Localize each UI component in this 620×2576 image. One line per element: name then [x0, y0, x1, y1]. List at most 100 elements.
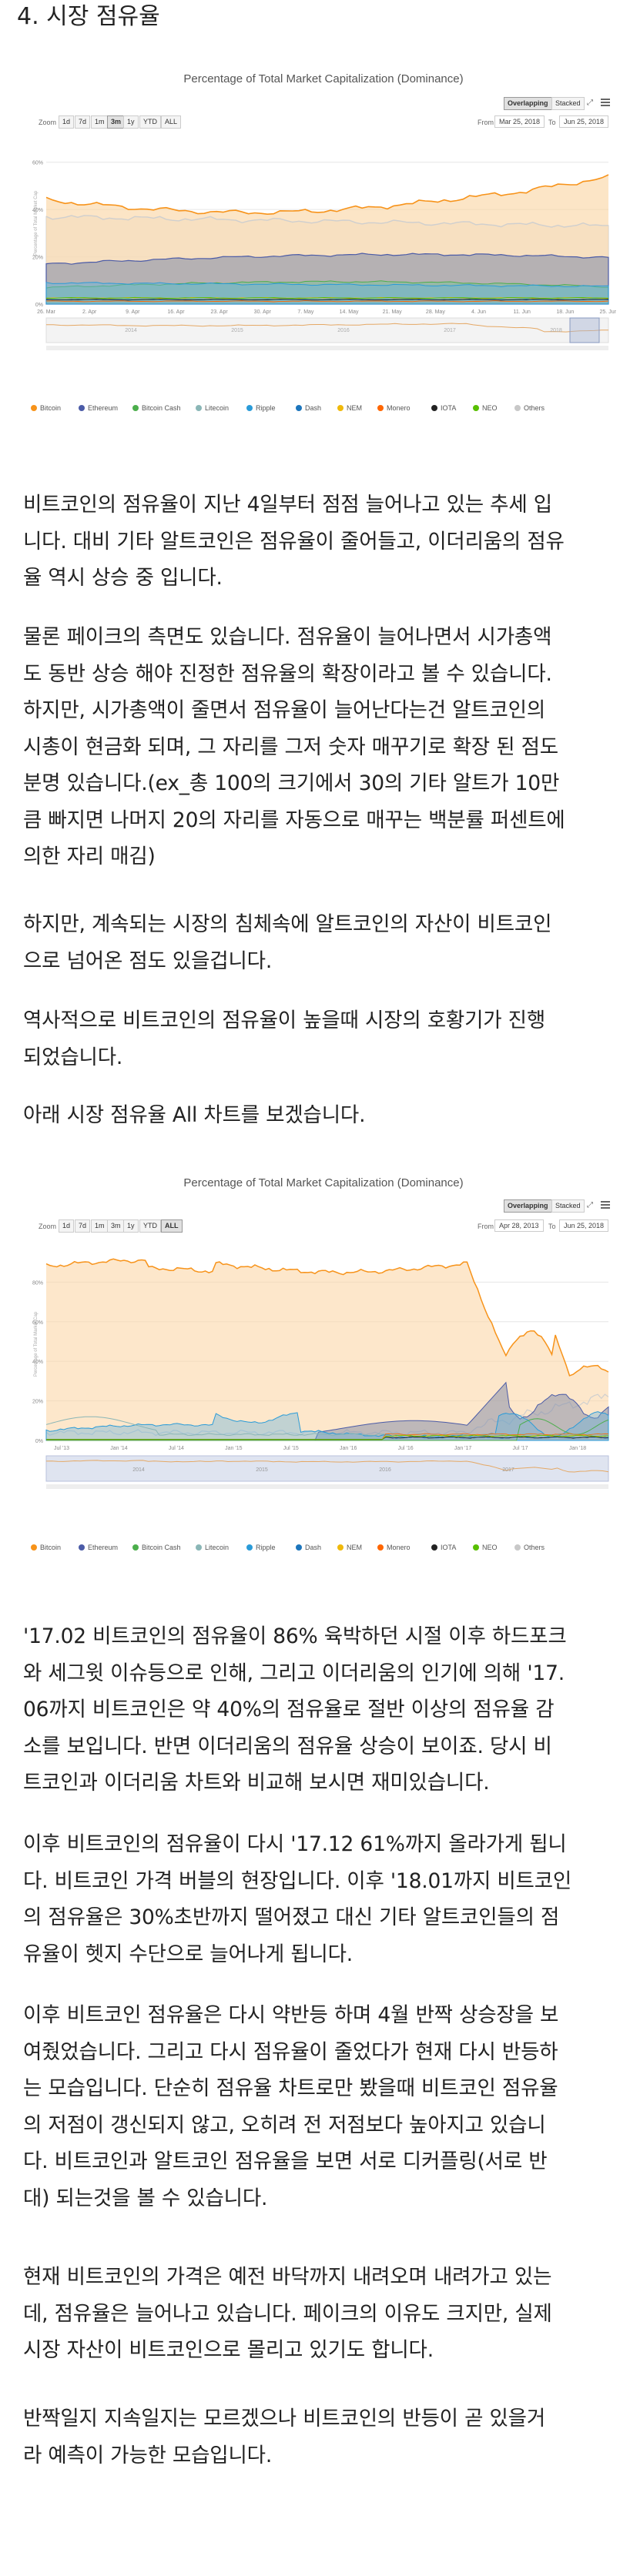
expand-icon[interactable]: ⤢	[587, 1201, 593, 1209]
zoom-button-3m[interactable]: 3m	[107, 115, 126, 129]
legend-dot-icon	[337, 1544, 344, 1551]
paragraph-9: 현재 비트코인의 가격은 예전 바닥까지 내려오며 내려가고 있는 데, 점유율은…	[23, 2259, 608, 2369]
chart-legend: Bitcoin Ethereum Bitcoin Cash Litecoin Rippl…	[31, 1542, 601, 1556]
paragraph-line: 분명 있습니다.(ex_총 100의 크기에서 30의 기타 알트가 10만	[23, 771, 560, 795]
zoom-button-1y[interactable]: 1y	[123, 115, 139, 129]
navigator-tick-label: 2014	[132, 1467, 145, 1473]
paragraph-5: 아래 시장 점유율 All 차트를 보겠습니다.	[23, 1097, 608, 1134]
zoom-button-3m[interactable]: 3m	[107, 1219, 125, 1233]
to-date-input[interactable]: Jun 25, 2018	[559, 1219, 609, 1232]
navigator-series-line	[46, 323, 608, 333]
paragraph-line: 다. 비트코인과 알트코인 점유율을 보면 서로 디커플링(서로 반	[23, 2149, 548, 2173]
legend-item[interactable]: Others	[514, 1544, 545, 1551]
series-minor-line	[45, 300, 609, 303]
legend-label: Litecoin	[205, 1544, 230, 1551]
overlapping-button[interactable]: Overlapping	[504, 1199, 552, 1213]
zoom-button-7d[interactable]: 7d	[75, 1219, 91, 1233]
zoom-button-ytd[interactable]: YTD	[139, 115, 161, 129]
from-label: From	[478, 119, 494, 126]
legend-item[interactable]: Dash	[296, 1544, 321, 1551]
legend-item[interactable]: Monero	[377, 404, 411, 412]
y-tick-label: 80%	[32, 1280, 43, 1286]
paragraph-line: 으로 넘어온 점도 있을겁니다.	[23, 948, 273, 973]
paragraph-line: 반짝일지 지속일지는 모르겠으나 비트코인의 반등이 곧 있을거	[23, 2407, 546, 2430]
legend-label: Bitcoin	[40, 1544, 62, 1551]
legend-item[interactable]: Monero	[377, 1544, 411, 1551]
legend-dot-icon	[431, 1544, 437, 1551]
paragraph-1: 비트코인의 점유율이 지난 4일부터 점점 늘어나고 있는 추세 입 니다. 대비…	[23, 487, 608, 597]
stacked-button[interactable]: Stacked	[551, 97, 585, 110]
legend-label: Bitcoin Cash	[142, 404, 181, 412]
paragraph-line: 유율이 헷지 수단으로 늘어나게 됩니다.	[23, 1942, 353, 1966]
from-date-input[interactable]: Mar 25, 2018	[494, 115, 545, 128]
dominance-chart-all: Percentage of Total Market Capitalizatio…	[31, 1163, 616, 1555]
dominance-plot-area[interactable]: 80% 60% 40% 20% 0% Percentage of Total Market…	[31, 1236, 616, 1529]
paragraph-line: 소를 보입니다. 반면 이더리움의 점유율 상승이 보이죠. 당시 비	[23, 1734, 552, 1758]
legend-label: NEO	[482, 404, 498, 412]
zoom-button-1y[interactable]: 1y	[123, 1219, 139, 1233]
zoom-button-all[interactable]: ALL	[161, 115, 182, 129]
legend-item[interactable]: Dash	[296, 404, 321, 412]
zoom-button-1m[interactable]: 1m	[91, 1219, 109, 1233]
legend-item[interactable]: Bitcoin	[31, 404, 61, 412]
x-tick-label: Jul '13	[54, 1446, 69, 1451]
legend-item[interactable]: NEO	[473, 404, 498, 412]
legend-dot-icon	[514, 405, 521, 411]
zoom-button-ytd[interactable]: YTD	[139, 1219, 161, 1233]
legend-item[interactable]: Ethereum	[79, 1544, 118, 1551]
legend-item[interactable]: Bitcoin Cash	[132, 1544, 181, 1551]
legend-dot-icon	[246, 1544, 253, 1551]
stacked-button[interactable]: Stacked	[551, 1199, 585, 1213]
from-date-input[interactable]: Apr 28, 2013	[494, 1219, 544, 1232]
x-tick-label: Jul '15	[283, 1446, 299, 1451]
x-tick-label: 16. Apr	[167, 309, 185, 315]
hamburger-menu-icon[interactable]	[601, 99, 610, 106]
legend-dot-icon	[132, 1544, 139, 1551]
legend-item[interactable]: NEO	[473, 1544, 498, 1551]
dominance-plot-area[interactable]: 60% 40% 20% 0% Percentage of Total Market Ca…	[31, 131, 616, 431]
legend-item[interactable]: Bitcoin	[31, 1544, 61, 1551]
legend-item[interactable]: NEM	[337, 1544, 362, 1551]
x-tick-label: Jul '14	[169, 1446, 184, 1451]
x-tick-label: 21. May	[383, 309, 402, 315]
legend-item[interactable]: IOTA	[431, 404, 456, 412]
navigator-tick-label: 2014	[125, 328, 137, 333]
legend-label: IOTA	[441, 404, 457, 412]
zoom-button-all[interactable]: ALL	[161, 1219, 183, 1233]
legend-item[interactable]: NEM	[337, 404, 362, 412]
legend-item[interactable]: Bitcoin Cash	[132, 404, 181, 412]
legend-item[interactable]: Ripple	[246, 404, 276, 412]
paragraph-line: 이후 비트코인의 점유율이 다시 '17.12 61%까지 올라가게 됩니	[23, 1832, 567, 1856]
legend-item[interactable]: Litecoin	[196, 1544, 229, 1551]
to-label: To	[548, 119, 556, 126]
legend-item[interactable]: Ripple	[246, 1544, 276, 1551]
to-date-input[interactable]: Jun 25, 2018	[559, 115, 609, 128]
chart-legend: Bitcoin Ethereum Bitcoin Cash Litecoin Rippl…	[31, 403, 601, 417]
x-tick-label: 26. Mar	[37, 309, 55, 315]
legend-item[interactable]: Ethereum	[79, 404, 118, 412]
expand-icon[interactable]: ⤢	[587, 99, 593, 107]
hamburger-menu-icon[interactable]	[601, 1201, 610, 1209]
paragraph-4: 역사적으로 비트코인의 점유율이 높을때 시장의 호황기가 진행 되었습니다.	[23, 1002, 608, 1076]
series-litecoin-line	[45, 1416, 609, 1437]
navigator-track	[45, 317, 609, 343]
legend-dot-icon	[473, 405, 479, 411]
paragraph-line: 이후 비트코인 점유율은 다시 약반등 하며 4월 반짝 상승장을 보	[23, 2003, 559, 2027]
overlapping-button[interactable]: Overlapping	[504, 97, 552, 110]
legend-label: NEM	[347, 404, 362, 412]
y-tick-label: 40%	[32, 208, 43, 213]
legend-item[interactable]: Litecoin	[196, 404, 229, 412]
legend-item[interactable]: Others	[514, 404, 545, 412]
zoom-button-1m[interactable]: 1m	[91, 115, 109, 129]
legend-dot-icon	[473, 1544, 479, 1551]
zoom-button-1d[interactable]: 1d	[59, 115, 75, 129]
paragraph-line: 하지만, 계속되는 시장의 침체속에 알트코인의 자산이 비트코인	[23, 912, 552, 936]
paragraph-line: 하지만, 시가총액이 줄면서 점유율이 늘어난다는건 알트코인의	[23, 698, 546, 722]
legend-item[interactable]: IOTA	[431, 1544, 456, 1551]
navigator-scrollbar	[46, 346, 608, 350]
zoom-button-7d[interactable]: 7d	[75, 115, 91, 129]
navigator-selection-handle	[569, 317, 600, 343]
y-axis-label: Percentage of Total Market Cap	[34, 190, 39, 256]
zoom-button-1d[interactable]: 1d	[59, 1219, 75, 1233]
